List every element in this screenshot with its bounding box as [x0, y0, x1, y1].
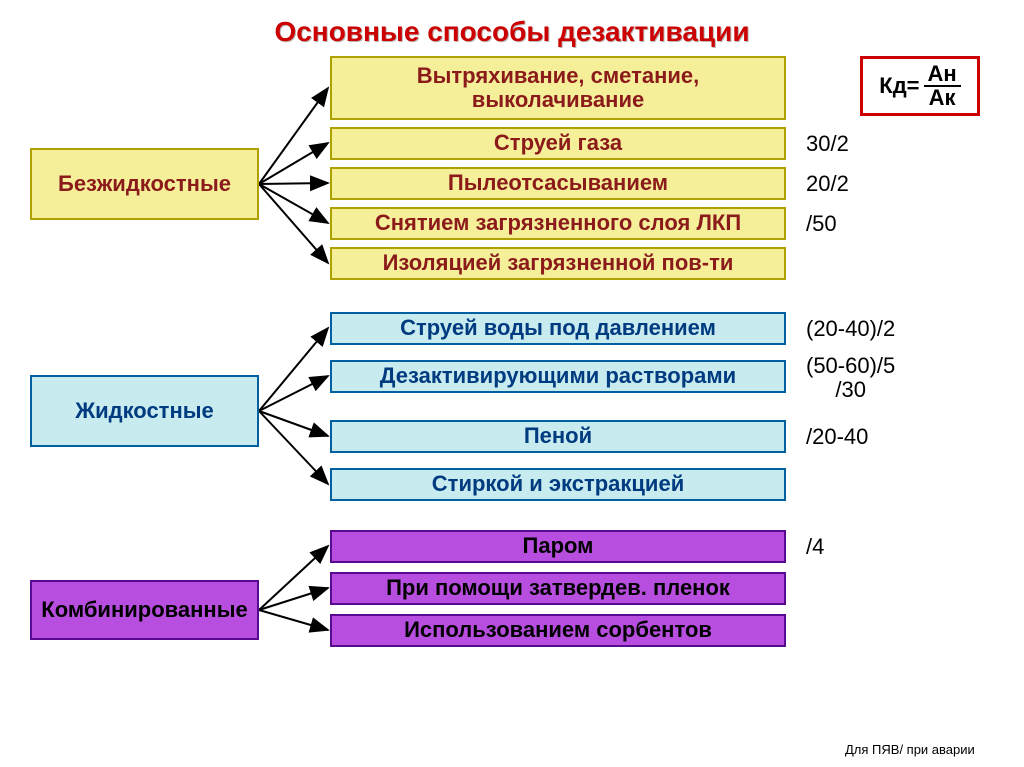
value-label: 20/2: [806, 171, 849, 197]
value-label: 30/2: [806, 131, 849, 157]
formula-lhs: Кд=: [879, 73, 919, 99]
formula-denominator: Ак: [925, 87, 960, 109]
formula-fraction: Ан Ак: [924, 63, 961, 109]
value-label: /4: [806, 534, 824, 560]
formula-numerator: Ан: [924, 63, 961, 87]
page-title: Основные способы дезактивации: [0, 16, 1024, 48]
cat-combined: Комбинированные: [30, 580, 259, 640]
value-label: /20-40: [806, 424, 868, 450]
method-box: При помощи затвердев. пленок: [330, 572, 786, 605]
method-box: Струей воды под давлением: [330, 312, 786, 345]
method-box: Дезактивирующими растворами: [330, 360, 786, 393]
method-box: Изоляцией загрязненной пов-ти: [330, 247, 786, 280]
method-box: Стиркой и экстракцией: [330, 468, 786, 501]
value-label: /50: [806, 211, 837, 237]
method-box: Вытряхивание, сметание, выколачивание: [330, 56, 786, 120]
footer-note: Для ПЯВ/ при аварии: [845, 742, 975, 757]
method-box: Использованием сорбентов: [330, 614, 786, 647]
formula-box: Кд= Ан Ак: [860, 56, 980, 116]
method-box: Струей газа: [330, 127, 786, 160]
cat-liquidless: Безжидкостные: [30, 148, 259, 220]
method-box: Снятием загрязненного слоя ЛКП: [330, 207, 786, 240]
value-label: (50-60)/5 /30: [806, 354, 895, 402]
diagram-canvas: Основные способы дезактивации Кд= Ан Ак …: [0, 0, 1024, 767]
cat-liquid: Жидкостные: [30, 375, 259, 447]
value-label: (20-40)/2: [806, 316, 895, 342]
method-box: Паром: [330, 530, 786, 563]
method-box: Пеной: [330, 420, 786, 453]
method-box: Пылеотсасыванием: [330, 167, 786, 200]
